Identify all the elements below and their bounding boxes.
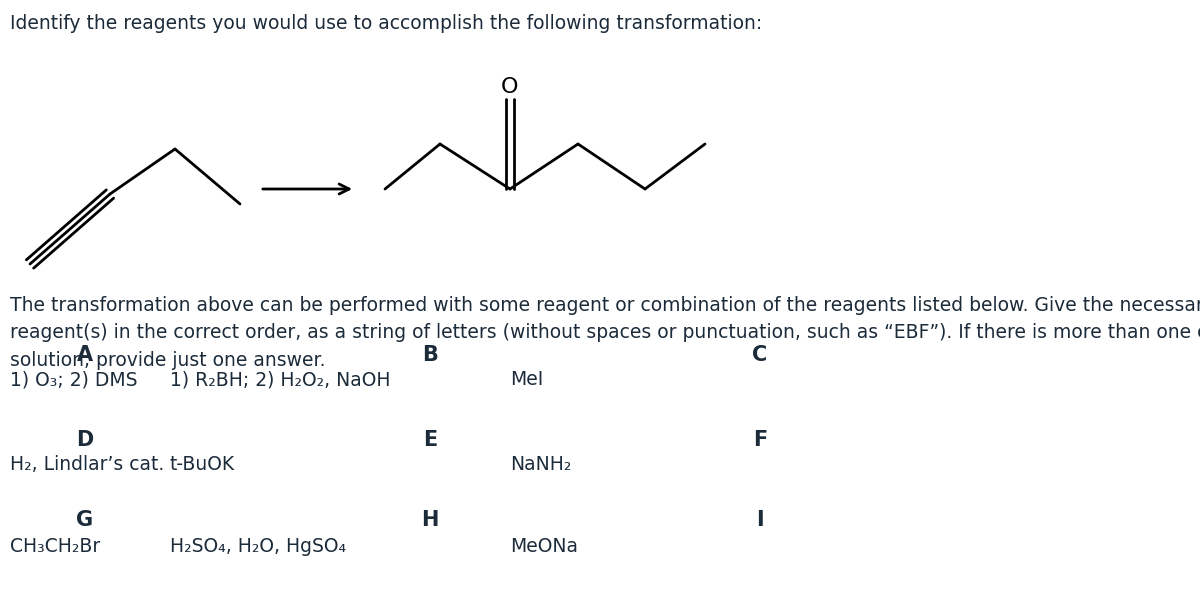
Text: The transformation above can be performed with some reagent or combination of th: The transformation above can be performe… <box>10 296 1200 369</box>
Text: t-BuOK: t-BuOK <box>170 455 235 474</box>
Text: MeI: MeI <box>510 370 544 389</box>
Text: H: H <box>421 510 439 530</box>
Text: F: F <box>752 430 767 450</box>
Text: Identify the reagents you would use to accomplish the following transformation:: Identify the reagents you would use to a… <box>10 14 762 33</box>
Text: H₂, Lindlar’s cat.: H₂, Lindlar’s cat. <box>10 455 164 474</box>
Text: 1) O₃; 2) DMS: 1) O₃; 2) DMS <box>10 370 138 389</box>
Text: H₂SO₄, H₂O, HgSO₄: H₂SO₄, H₂O, HgSO₄ <box>170 537 346 556</box>
Text: I: I <box>756 510 764 530</box>
Text: MeONa: MeONa <box>510 537 578 556</box>
Text: D: D <box>77 430 94 450</box>
Text: O: O <box>502 77 518 97</box>
Text: 1) R₂BH; 2) H₂O₂, NaOH: 1) R₂BH; 2) H₂O₂, NaOH <box>170 370 390 389</box>
Text: CH₃CH₂Br: CH₃CH₂Br <box>10 537 101 556</box>
Text: C: C <box>752 345 768 365</box>
Text: A: A <box>77 345 94 365</box>
Text: B: B <box>422 345 438 365</box>
Text: NaNH₂: NaNH₂ <box>510 455 571 474</box>
Text: G: G <box>77 510 94 530</box>
Text: E: E <box>422 430 437 450</box>
